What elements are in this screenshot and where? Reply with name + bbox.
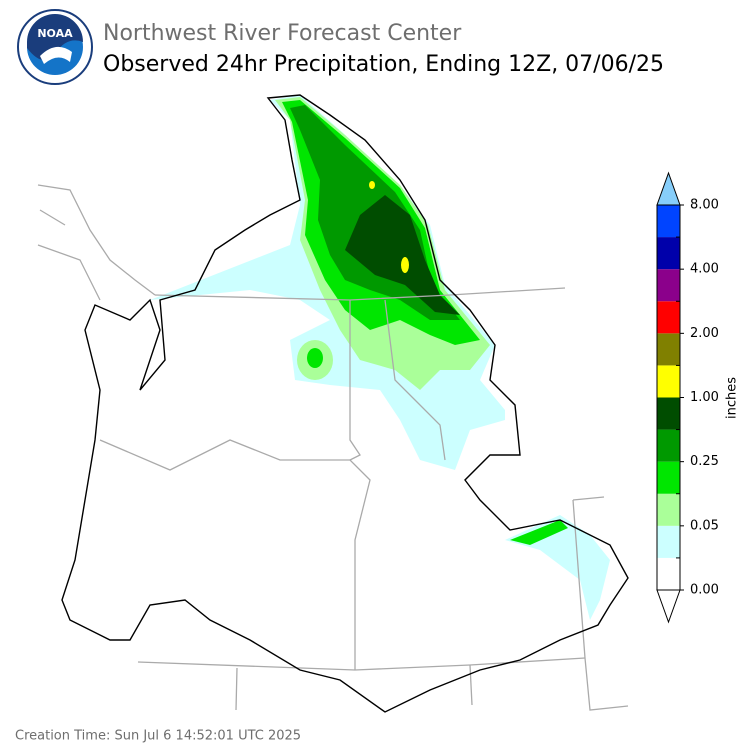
precip-area: [307, 348, 323, 368]
colorbar-segment: [657, 461, 680, 494]
colorbar-label: inches: [725, 377, 740, 419]
basin-outline: [61, 94, 629, 713]
map-title: Observed 24hr Precipitation, Ending 12Z,…: [103, 52, 664, 77]
agency-title: Northwest River Forecast Center: [103, 21, 462, 46]
precip-area: [345, 195, 460, 315]
colorbar-tick-label: 0.25: [690, 454, 719, 469]
colorbar-segment: [657, 301, 680, 334]
colorbar-segment: [657, 205, 680, 238]
map: [37, 94, 629, 713]
colorbar-segment: [657, 269, 680, 302]
colorbar-over: [656, 171, 681, 206]
colorbar-tick-label: 0.05: [690, 518, 719, 533]
colorbar: 0.00 0.05 0.25 1.00 2.00 4.00 8.00: [656, 171, 719, 624]
colorbar-segment: [657, 333, 680, 366]
colorbar-tick-label: 2.00: [690, 326, 719, 341]
colorbar-under: [656, 589, 681, 624]
colorbar-segment: [657, 397, 680, 430]
noaa-logo: NOAA: [17, 9, 93, 85]
precip-area: [510, 520, 568, 545]
colorbar-segment: [657, 557, 680, 590]
precip-area: [369, 181, 375, 189]
colorbar-segment: [657, 429, 680, 462]
colorbar-segment: [657, 237, 680, 270]
precip-area: [401, 257, 409, 273]
colorbar-tick-label: 8.00: [690, 198, 719, 213]
creation-time: Creation Time: Sun Jul 6 14:52:01 UTC 20…: [15, 729, 301, 744]
colorbar-segment: [657, 525, 680, 558]
logo-text: NOAA: [37, 27, 73, 40]
colorbar-tick-label: 4.00: [690, 262, 719, 277]
colorbar-tick-label: 0.00: [690, 583, 719, 598]
colorbar-segment: [657, 493, 680, 526]
colorbar-tick-label: 1.00: [690, 390, 719, 405]
state-borders: [37, 184, 629, 711]
colorbar-segment: [657, 365, 680, 398]
